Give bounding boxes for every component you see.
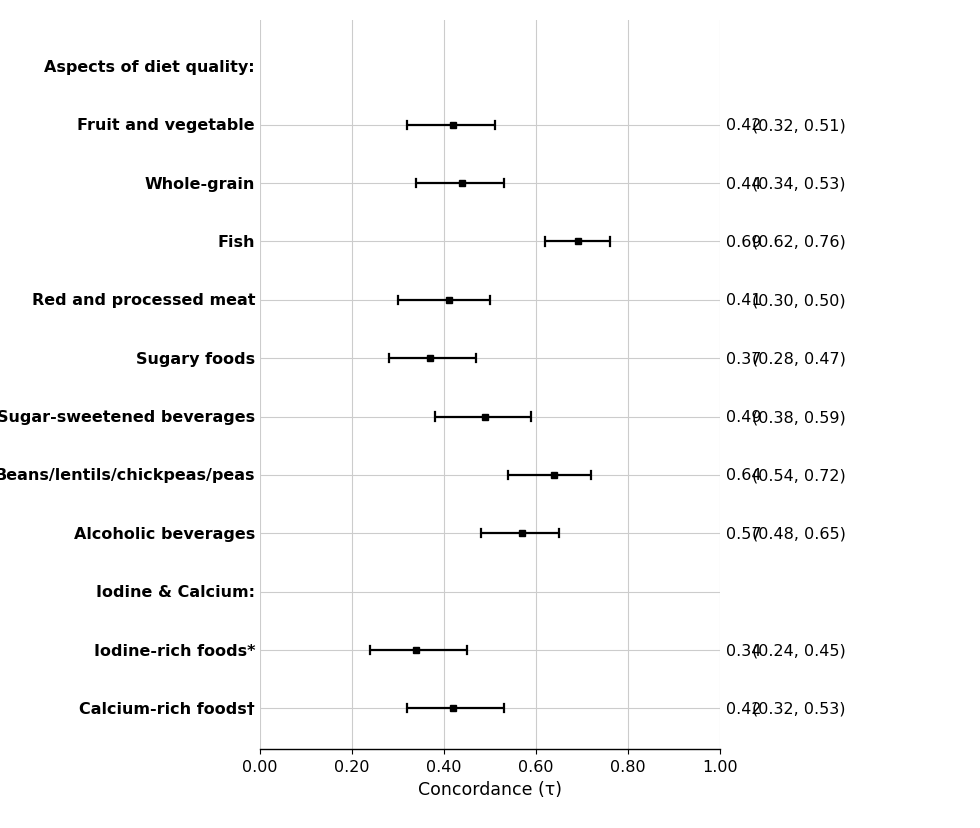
Text: Calcium-rich foods†: Calcium-rich foods† [79,701,255,716]
Text: 0.42: 0.42 [726,701,761,716]
Text: 0.37: 0.37 [726,351,761,366]
X-axis label: Concordance (τ): Concordance (τ) [418,780,562,797]
Text: (0.34, 0.53): (0.34, 0.53) [752,176,845,191]
Text: 0.34: 0.34 [726,643,761,657]
Text: (0.28, 0.47): (0.28, 0.47) [752,351,846,366]
Text: (0.48, 0.65): (0.48, 0.65) [752,526,846,542]
Text: Whole-grain: Whole-grain [145,176,255,191]
Text: 0.57: 0.57 [726,526,761,542]
Text: Fish: Fish [218,234,255,250]
Text: Fruit and vegetable: Fruit and vegetable [77,118,255,133]
Text: Sugary foods: Sugary foods [136,351,255,366]
Text: Beans/lentils/chickpeas/peas: Beans/lentils/chickpeas/peas [0,468,255,483]
Text: (0.38, 0.59): (0.38, 0.59) [752,410,846,425]
Text: Red and processed meat: Red and processed meat [31,293,255,308]
Text: Sugar-sweetened beverages: Sugar-sweetened beverages [0,410,255,425]
Text: 0.42: 0.42 [726,118,761,133]
Text: Alcoholic beverages: Alcoholic beverages [74,526,255,542]
Text: (0.62, 0.76): (0.62, 0.76) [752,234,846,250]
Text: (0.54, 0.72): (0.54, 0.72) [752,468,846,483]
Text: (0.32, 0.51): (0.32, 0.51) [752,118,846,133]
Text: (0.30, 0.50): (0.30, 0.50) [752,293,845,308]
Text: 0.44: 0.44 [726,176,761,191]
Text: 0.41: 0.41 [726,293,761,308]
Text: 0.64: 0.64 [726,468,761,483]
Text: 0.69: 0.69 [726,234,761,250]
Text: Iodine-rich foods*: Iodine-rich foods* [94,643,255,657]
Text: 0.49: 0.49 [726,410,761,425]
Text: Iodine & Calcium:: Iodine & Calcium: [96,585,255,599]
Text: Aspects of diet quality:: Aspects of diet quality: [44,60,255,75]
Text: (0.24, 0.45): (0.24, 0.45) [752,643,846,657]
Text: (0.32, 0.53): (0.32, 0.53) [752,701,845,716]
